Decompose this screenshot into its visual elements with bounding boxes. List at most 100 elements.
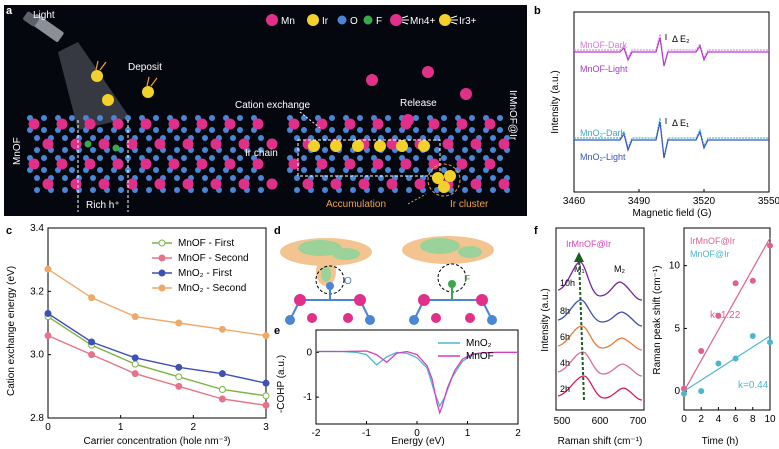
series-line xyxy=(47,316,267,397)
legend-entry: MnOF@Ir xyxy=(690,249,730,259)
falling-ir-ions xyxy=(91,60,158,106)
raman-trace-6h xyxy=(557,325,643,351)
data-point xyxy=(698,348,705,355)
legend-entry: MnO₂ - Second xyxy=(178,283,246,294)
raman-trace-8h xyxy=(557,299,643,327)
accumulation-arrow xyxy=(407,193,427,205)
shift-xlabel: Time (h) xyxy=(702,436,739,447)
data-point xyxy=(131,354,139,362)
panel-b-xticks: 3460 3490 3520 3550 xyxy=(563,189,779,207)
mnof-charge-density-structure xyxy=(402,236,497,325)
ir-cluster-label: Ir cluster xyxy=(450,199,489,210)
x-tick-label: 0 xyxy=(414,428,420,439)
data-point xyxy=(749,332,756,339)
series-line xyxy=(47,312,267,384)
axes-frame xyxy=(683,227,771,411)
data-point xyxy=(715,360,722,367)
panel-e-letter: e xyxy=(274,325,280,337)
x-tick-label: 2 xyxy=(515,428,521,439)
legend-ir-swatch xyxy=(307,14,319,26)
raman-ylabel: Intensity (a.u.) xyxy=(540,288,551,351)
data-point xyxy=(262,401,270,409)
legend-o-label: O xyxy=(350,16,358,27)
legend-f-swatch xyxy=(363,15,373,25)
raman-axes-frame xyxy=(555,227,645,411)
data-point xyxy=(767,242,773,249)
delta-e2-label: Δ E₂ xyxy=(672,34,690,44)
legend-entry: MnO₂ - First xyxy=(178,268,232,279)
legend-ir-label: Ir xyxy=(322,16,329,27)
panel-b-ylabel: Intensity (a.u.) xyxy=(550,70,561,133)
legend-entry: MnOF - First xyxy=(178,238,234,249)
y-tick-label: 0 xyxy=(674,386,680,397)
data-point xyxy=(218,370,226,378)
irmnof-ir-label: IrMnOF@Ir xyxy=(507,90,518,141)
cation-exchange-label: Cation exchange xyxy=(235,100,310,111)
mno2-dark-label: MnO₂-Dark xyxy=(580,128,625,138)
data-point xyxy=(44,332,52,340)
data-point xyxy=(698,388,705,395)
raman-time-8h: 8h xyxy=(560,306,570,316)
panel-b-letter: b xyxy=(534,5,541,17)
panel-b-xlabel: Magnetic field (G) xyxy=(633,208,712,219)
rich-h-label: Rich h⁺ xyxy=(86,200,120,211)
panel-f-raman: f IrMnOF@Ir M₁ M₂ 10h 8h 6h 4h 2h Intens… xyxy=(534,225,647,447)
raman-time-10h: 10h xyxy=(560,278,575,288)
fit-line xyxy=(683,237,771,392)
light-label: Light xyxy=(33,10,55,21)
legend-ir3-swatch xyxy=(439,14,451,26)
legend-entry: MnOF - Second xyxy=(178,253,249,264)
d-o-label: O xyxy=(344,276,352,287)
ir-cluster-atoms xyxy=(432,170,456,193)
b-xtick-2: 3520 xyxy=(693,196,716,207)
panel-f-shift: Raman peak shift (cm⁻¹) Time (h) 0 2 4 6 8 10… xyxy=(652,227,776,447)
accumulation-label: Accumulation xyxy=(326,199,386,210)
raman-time-4h: 4h xyxy=(560,358,570,368)
x-tick-label: 2 xyxy=(191,422,197,433)
series-line xyxy=(47,268,267,337)
x-tick-label: 4 xyxy=(716,414,722,425)
panel-b-axes-frame xyxy=(573,11,770,193)
panel-e-ylabel: -COHP (a.u.) xyxy=(276,355,287,413)
x-tick-label: 0 xyxy=(45,422,51,433)
x-tick-label: 0 xyxy=(681,414,687,425)
data-point xyxy=(262,392,270,400)
b-xtick-3: 3550 xyxy=(758,196,779,207)
panel-c-ylabel: Cation exchange energy (eV) xyxy=(6,266,17,396)
released-mn-ions xyxy=(366,66,472,126)
legend-mn4-label: Mn4+ xyxy=(410,16,435,27)
cohp-curve xyxy=(316,350,518,415)
x-tick-label: -2 xyxy=(312,428,321,439)
mnof-label: MnOF xyxy=(12,137,23,165)
x-tick-label: 8 xyxy=(750,414,756,425)
x-tick-label: -1 xyxy=(362,428,371,439)
panel-a: a Mn Ir O F Mn4+ Ir3+ Light Deposit xyxy=(4,5,527,216)
panel-f-letter: f xyxy=(534,225,538,237)
data-point xyxy=(175,363,183,371)
x-tick-label: 1 xyxy=(465,428,471,439)
legend-mn-label: Mn xyxy=(281,16,295,27)
legend-ir3-spark-icon xyxy=(450,15,458,25)
legend-marker xyxy=(158,254,166,262)
y-tick-label: 3.2 xyxy=(30,286,44,297)
raman-xtick-0: 500 xyxy=(554,416,571,427)
light-beam xyxy=(58,42,130,130)
ir-chain-box xyxy=(297,139,441,177)
panel-b: b Intensity (a.u.) Magnetic field (G) 34… xyxy=(534,5,779,219)
data-point xyxy=(88,338,96,346)
data-point xyxy=(681,390,687,397)
legend-mn-swatch xyxy=(266,14,278,26)
raman-time-6h: 6h xyxy=(560,332,570,342)
data-point xyxy=(262,332,270,340)
raman-peak-shift-arrow xyxy=(578,257,585,401)
raman-m2-label: M₂ xyxy=(614,264,625,274)
mnof-light-label: MnOF-Light xyxy=(580,64,628,74)
data-point xyxy=(44,310,52,317)
panel-e-xlabel: Energy (eV) xyxy=(391,436,444,447)
legend-marker xyxy=(158,284,166,292)
y-tick-label: 0 xyxy=(306,347,312,358)
delta-e1-label: Δ E₁ xyxy=(672,118,689,128)
raman-xtick-2: 700 xyxy=(630,416,647,427)
y-tick-label: 3.0 xyxy=(30,350,44,361)
